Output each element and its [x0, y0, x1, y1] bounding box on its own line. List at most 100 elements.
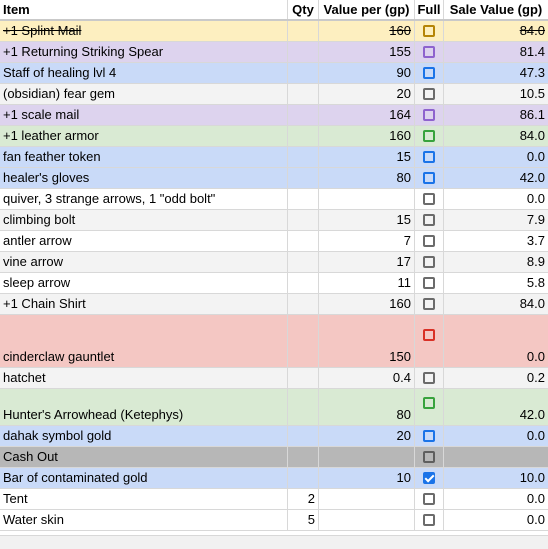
- value-cell[interactable]: 20: [319, 84, 415, 104]
- item-cell[interactable]: +1 Chain Shirt: [0, 294, 288, 314]
- sale-cell[interactable]: 84.0: [519, 128, 545, 143]
- sale-cell[interactable]: 8.9: [526, 254, 545, 269]
- sale-cell[interactable]: 7.9: [526, 212, 545, 227]
- sale-cell[interactable]: 0.0: [526, 512, 545, 527]
- full-checkbox[interactable]: [423, 472, 435, 484]
- qty-cell[interactable]: [288, 447, 319, 467]
- item-cell[interactable]: +1 Splint Mail: [0, 21, 288, 41]
- full-cell[interactable]: [415, 426, 444, 446]
- qty-cell[interactable]: [288, 84, 319, 104]
- sale-cell[interactable]: 0.0: [526, 149, 545, 164]
- full-cell[interactable]: [415, 389, 444, 425]
- full-cell[interactable]: [415, 231, 444, 251]
- value-cell[interactable]: 160: [319, 126, 415, 146]
- sale-cell[interactable]: [444, 447, 548, 467]
- item-cell[interactable]: sleep arrow: [0, 273, 288, 293]
- item-cell[interactable]: Staff of healing lvl 4: [0, 63, 288, 83]
- qty-cell[interactable]: [288, 63, 319, 83]
- qty-cell[interactable]: [288, 252, 319, 272]
- qty-cell[interactable]: [288, 273, 319, 293]
- value-cell[interactable]: 80: [319, 168, 415, 188]
- full-cell[interactable]: [415, 273, 444, 293]
- full-cell[interactable]: [415, 21, 444, 41]
- full-checkbox[interactable]: [423, 256, 435, 268]
- value-cell[interactable]: 160: [319, 21, 415, 41]
- sale-cell[interactable]: 86.1: [519, 107, 545, 122]
- sale-cell[interactable]: 0.0: [526, 349, 545, 364]
- full-cell[interactable]: [415, 368, 444, 388]
- full-cell[interactable]: [415, 510, 444, 530]
- qty-cell[interactable]: [288, 210, 319, 230]
- full-cell[interactable]: [415, 315, 444, 367]
- value-cell[interactable]: [319, 489, 415, 509]
- qty-cell[interactable]: [288, 426, 319, 446]
- full-cell[interactable]: [415, 252, 444, 272]
- value-cell[interactable]: [319, 189, 415, 209]
- full-checkbox[interactable]: [423, 451, 435, 463]
- qty-cell[interactable]: [288, 105, 319, 125]
- full-checkbox[interactable]: [423, 193, 435, 205]
- item-cell[interactable]: antler arrow: [0, 231, 288, 251]
- value-cell[interactable]: 20: [319, 426, 415, 446]
- qty-cell[interactable]: [288, 126, 319, 146]
- full-checkbox[interactable]: [423, 88, 435, 100]
- sale-cell[interactable]: 84.0: [519, 296, 545, 311]
- item-cell[interactable]: vine arrow: [0, 252, 288, 272]
- full-checkbox[interactable]: [423, 67, 435, 79]
- sale-cell[interactable]: 10.0: [519, 470, 545, 485]
- qty-cell[interactable]: [288, 42, 319, 62]
- full-checkbox[interactable]: [423, 46, 435, 58]
- item-cell[interactable]: cinderclaw gauntlet: [0, 315, 288, 367]
- full-cell[interactable]: [415, 210, 444, 230]
- full-checkbox[interactable]: [423, 172, 435, 184]
- full-cell[interactable]: [415, 447, 444, 467]
- value-cell[interactable]: 7: [319, 231, 415, 251]
- sale-cell[interactable]: 5.8: [526, 275, 545, 290]
- sale-cell[interactable]: 84.0: [519, 23, 545, 38]
- full-cell[interactable]: [415, 42, 444, 62]
- item-cell[interactable]: dahak symbol gold: [0, 426, 288, 446]
- qty-cell[interactable]: [288, 368, 319, 388]
- header-item[interactable]: Item: [0, 0, 288, 19]
- value-cell[interactable]: 15: [319, 210, 415, 230]
- sale-cell[interactable]: 0.2: [526, 370, 545, 385]
- full-cell[interactable]: [415, 147, 444, 167]
- qty-cell[interactable]: [288, 315, 319, 367]
- sale-cell[interactable]: 0.0: [526, 428, 545, 443]
- header-value[interactable]: Value per (gp): [319, 0, 415, 19]
- qty-cell[interactable]: 2: [288, 489, 319, 509]
- item-cell[interactable]: +1 Returning Striking Spear: [0, 42, 288, 62]
- item-cell[interactable]: Tent: [0, 489, 288, 509]
- sale-cell[interactable]: 0.0: [526, 491, 545, 506]
- value-cell[interactable]: 0.4: [319, 368, 415, 388]
- item-cell[interactable]: hatchet: [0, 368, 288, 388]
- qty-cell[interactable]: [288, 389, 319, 425]
- full-checkbox[interactable]: [423, 235, 435, 247]
- value-cell[interactable]: 155: [319, 42, 415, 62]
- full-checkbox[interactable]: [423, 514, 435, 526]
- value-cell[interactable]: 150: [319, 315, 415, 367]
- full-checkbox[interactable]: [423, 109, 435, 121]
- item-cell[interactable]: Cash Out: [0, 447, 288, 467]
- item-cell[interactable]: (obsidian) fear gem: [0, 84, 288, 104]
- full-checkbox[interactable]: [423, 151, 435, 163]
- value-cell[interactable]: [319, 510, 415, 530]
- value-cell[interactable]: [319, 447, 415, 467]
- header-full[interactable]: Full: [415, 0, 444, 19]
- header-sale[interactable]: Sale Value (gp): [449, 2, 543, 17]
- qty-cell[interactable]: 5: [288, 510, 319, 530]
- qty-cell[interactable]: [288, 168, 319, 188]
- value-cell[interactable]: 90: [319, 63, 415, 83]
- full-cell[interactable]: [415, 168, 444, 188]
- full-checkbox[interactable]: [423, 372, 435, 384]
- full-checkbox[interactable]: [423, 493, 435, 505]
- full-cell[interactable]: [415, 294, 444, 314]
- value-cell[interactable]: 80: [319, 389, 415, 425]
- qty-cell[interactable]: [288, 468, 319, 488]
- sale-cell[interactable]: 3.7: [526, 233, 545, 248]
- full-checkbox[interactable]: [423, 277, 435, 289]
- sale-cell[interactable]: 42.0: [519, 407, 545, 422]
- item-cell[interactable]: +1 leather armor: [0, 126, 288, 146]
- value-cell[interactable]: 11: [319, 273, 415, 293]
- header-qty[interactable]: Qty: [288, 0, 319, 19]
